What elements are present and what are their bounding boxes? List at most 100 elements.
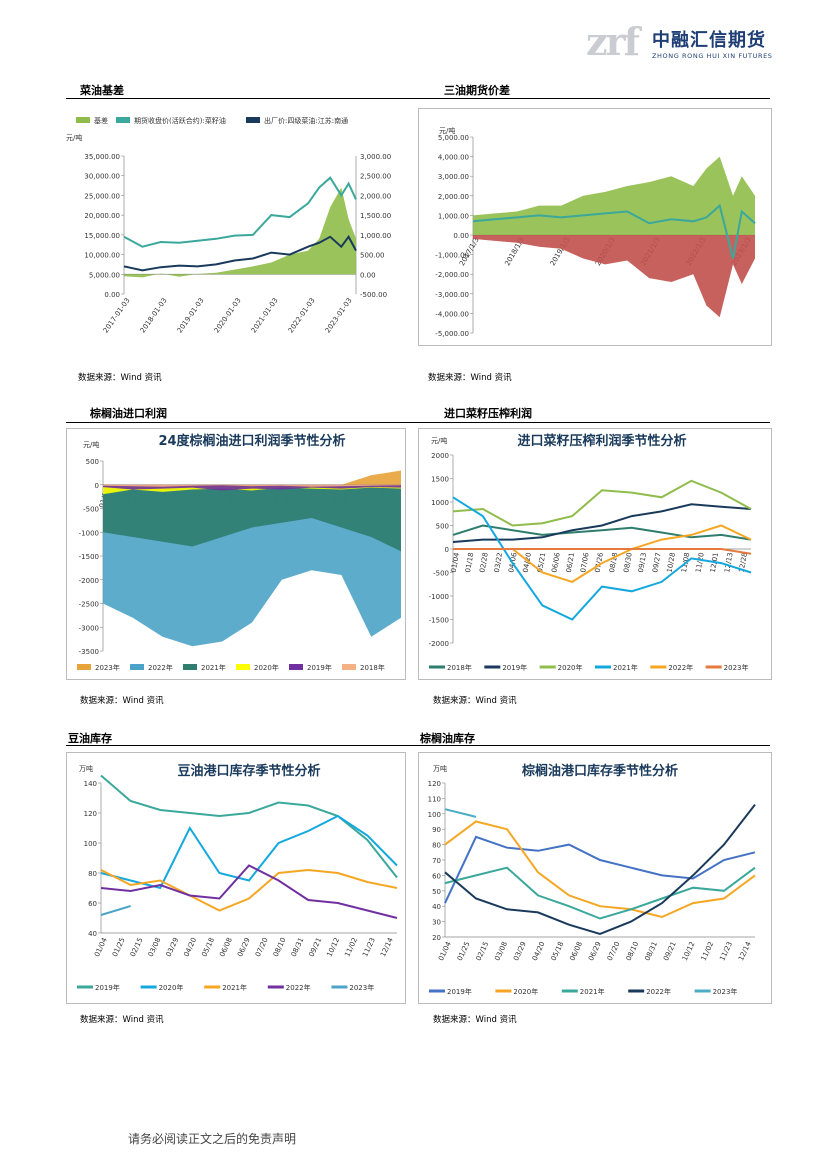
legend-label: 2020年: [558, 663, 583, 672]
x-tick-label: 07/20: [606, 940, 622, 962]
series-line-5: [444, 808, 477, 818]
x-tick-label: 03/08: [493, 940, 509, 962]
y-tick-label: 1,000.00: [438, 212, 469, 220]
y-tick-label: 30: [432, 919, 441, 927]
x-tick-label: 2023-01-03: [324, 297, 354, 335]
series-line-1: [100, 774, 398, 879]
legend-label: 2019年: [95, 983, 120, 992]
y-axis-unit: 万吨: [433, 764, 447, 773]
x-tick-label: 2020-01-03: [213, 297, 243, 335]
legend-label: 基差: [94, 116, 108, 125]
y-tick-label: 30,000.00: [84, 173, 120, 181]
chart-svg: 进口菜籽压榨利润季节性分析 元/吨 2000 1500 1000 500 0 -500 -100…: [429, 433, 752, 672]
y-tick-label: 25,000.00: [84, 192, 120, 200]
section-title-rapeseed-basis: 菜油基差: [80, 84, 124, 97]
legend-label: 2022年: [646, 987, 671, 996]
y-tick-label: 1000: [431, 499, 449, 507]
legend-label: 2023年: [349, 983, 374, 992]
chart-svg: 棕榈油港口库存季节性分析万吨12011010090807060504030200…: [428, 763, 756, 996]
x-tick-label: 10/28: [666, 552, 677, 573]
x-tick-label: 04/20: [182, 936, 198, 958]
chart-title: 24度棕榈油进口利润季节性分析: [158, 433, 345, 449]
source-note: 数据来源：Wind 资讯: [433, 696, 517, 706]
series-line-3: [452, 479, 752, 527]
y-tick-label: 140: [84, 780, 97, 788]
y-tick-label: 3,000.00: [438, 173, 469, 181]
section-title-rapeseed-crush-profit: 进口菜籽压榨利润: [444, 407, 532, 420]
y-tick-label: 500: [86, 458, 99, 466]
legend-label: 出厂价:四级菜油:江苏:南通: [264, 116, 348, 125]
y2-tick-label: 1,000.00: [360, 232, 391, 240]
x-tick-label: 11/02: [700, 940, 716, 962]
section-divider: [66, 745, 770, 746]
legend-swatch: [342, 664, 356, 670]
y-axis-unit: 元/吨: [439, 126, 455, 135]
y-tick-label: -2000: [79, 577, 99, 585]
series-line-2: [452, 503, 752, 543]
x-tick-label: 07/26: [594, 551, 605, 573]
x-tick-label: 01/25: [111, 936, 127, 958]
y2-tick-label: 0.00: [360, 271, 376, 279]
section-divider: [66, 98, 770, 99]
x-tick-label: 2022-01-03: [287, 297, 317, 335]
x-tick-label: 06/06: [550, 551, 561, 573]
x-tick-label: 11/20: [694, 552, 705, 573]
x-tick-label: 02/15: [129, 936, 145, 958]
series-area-1: [124, 187, 356, 278]
legend-label: 期货收盘价(活跃合约):菜籽油: [134, 116, 226, 125]
y-tick-label: 35,000.00: [84, 153, 120, 161]
legend-label: 2020年: [159, 983, 184, 992]
y2-tick-label: 2,500.00: [360, 173, 391, 181]
series-line-2: [100, 814, 398, 890]
y-axis-unit: 元/吨: [431, 436, 447, 445]
x-tick-label: 05/21: [536, 552, 547, 573]
series-area-1: [473, 235, 755, 318]
series-line-4: [452, 496, 752, 621]
company-logo: zrf 中融汇信期货 ZHONG RONG HUI XIN FUTURES: [586, 22, 786, 66]
x-tick-label: 09/21: [662, 940, 678, 962]
x-tick-label: 08/18: [608, 552, 619, 573]
x-tick-label: 09/27: [651, 552, 662, 573]
y-tick-label: 50: [432, 888, 441, 896]
x-tick-label: 11/23: [361, 936, 377, 958]
logo-chinese-name: 中融汇信期货: [652, 30, 766, 51]
series-line-2: [123, 176, 357, 248]
logo-english-name: ZHONG RONG HUI XIN FUTURES: [652, 52, 773, 60]
legend-label: 2018年: [360, 663, 385, 672]
series-area-6: [103, 484, 401, 487]
section-title-soyoil-stock: 豆油库存: [68, 732, 112, 745]
x-tick-label: 2017-01-03: [102, 297, 132, 335]
y-tick-label: 10,000.00: [84, 252, 120, 260]
y-tick-label: 5,000.00: [89, 271, 120, 279]
legend-label: 2021年: [580, 987, 605, 996]
y-tick-label: 70: [432, 857, 441, 865]
x-tick-label: 06/21: [565, 552, 576, 573]
x-tick-label: 09/21: [308, 936, 324, 958]
source-note: 数据来源：Wind 资讯: [78, 373, 162, 383]
x-tick-label: 07/20: [254, 936, 270, 958]
y-tick-label: 60: [88, 900, 97, 908]
y-tick-label: -500: [433, 570, 449, 578]
section-title-palm-stock: 棕榈油库存: [420, 732, 475, 745]
series-area-3: [103, 484, 401, 552]
legend-label: 豆油-棕榈油: [637, 109, 675, 110]
x-tick-label: 11/02: [343, 936, 359, 958]
disclaimer-footer: 请务必阅读正文之后的免责声明: [128, 1132, 297, 1146]
y-tick-label: 2000: [431, 452, 449, 460]
x-tick-label: 08/31: [290, 936, 306, 958]
chart-rapeseed-basis: 元/吨 35,000.00 30,000.00 25,000.00 20,000.00 1…: [66, 110, 402, 362]
legend-swatch: [116, 117, 130, 123]
chart-title: 进口菜籽压榨利润季节性分析: [517, 433, 686, 449]
y-tick-label: -2000: [429, 640, 449, 648]
x-tick-label: 08/30: [622, 552, 633, 573]
y-tick-label: -1,000.00: [435, 252, 469, 260]
legend-label: 2019年: [307, 663, 332, 672]
x-tick-label: 06/08: [568, 940, 584, 962]
source-note: 数据来源：Wind 资讯: [80, 1015, 164, 1025]
y-tick-label: 20,000.00: [84, 212, 120, 220]
x-tick-label: 12/13: [723, 552, 734, 573]
y2-tick-label: 500.00: [360, 252, 385, 260]
y-tick-label: 80: [432, 842, 441, 850]
y-axis-unit: 万吨: [79, 764, 93, 773]
